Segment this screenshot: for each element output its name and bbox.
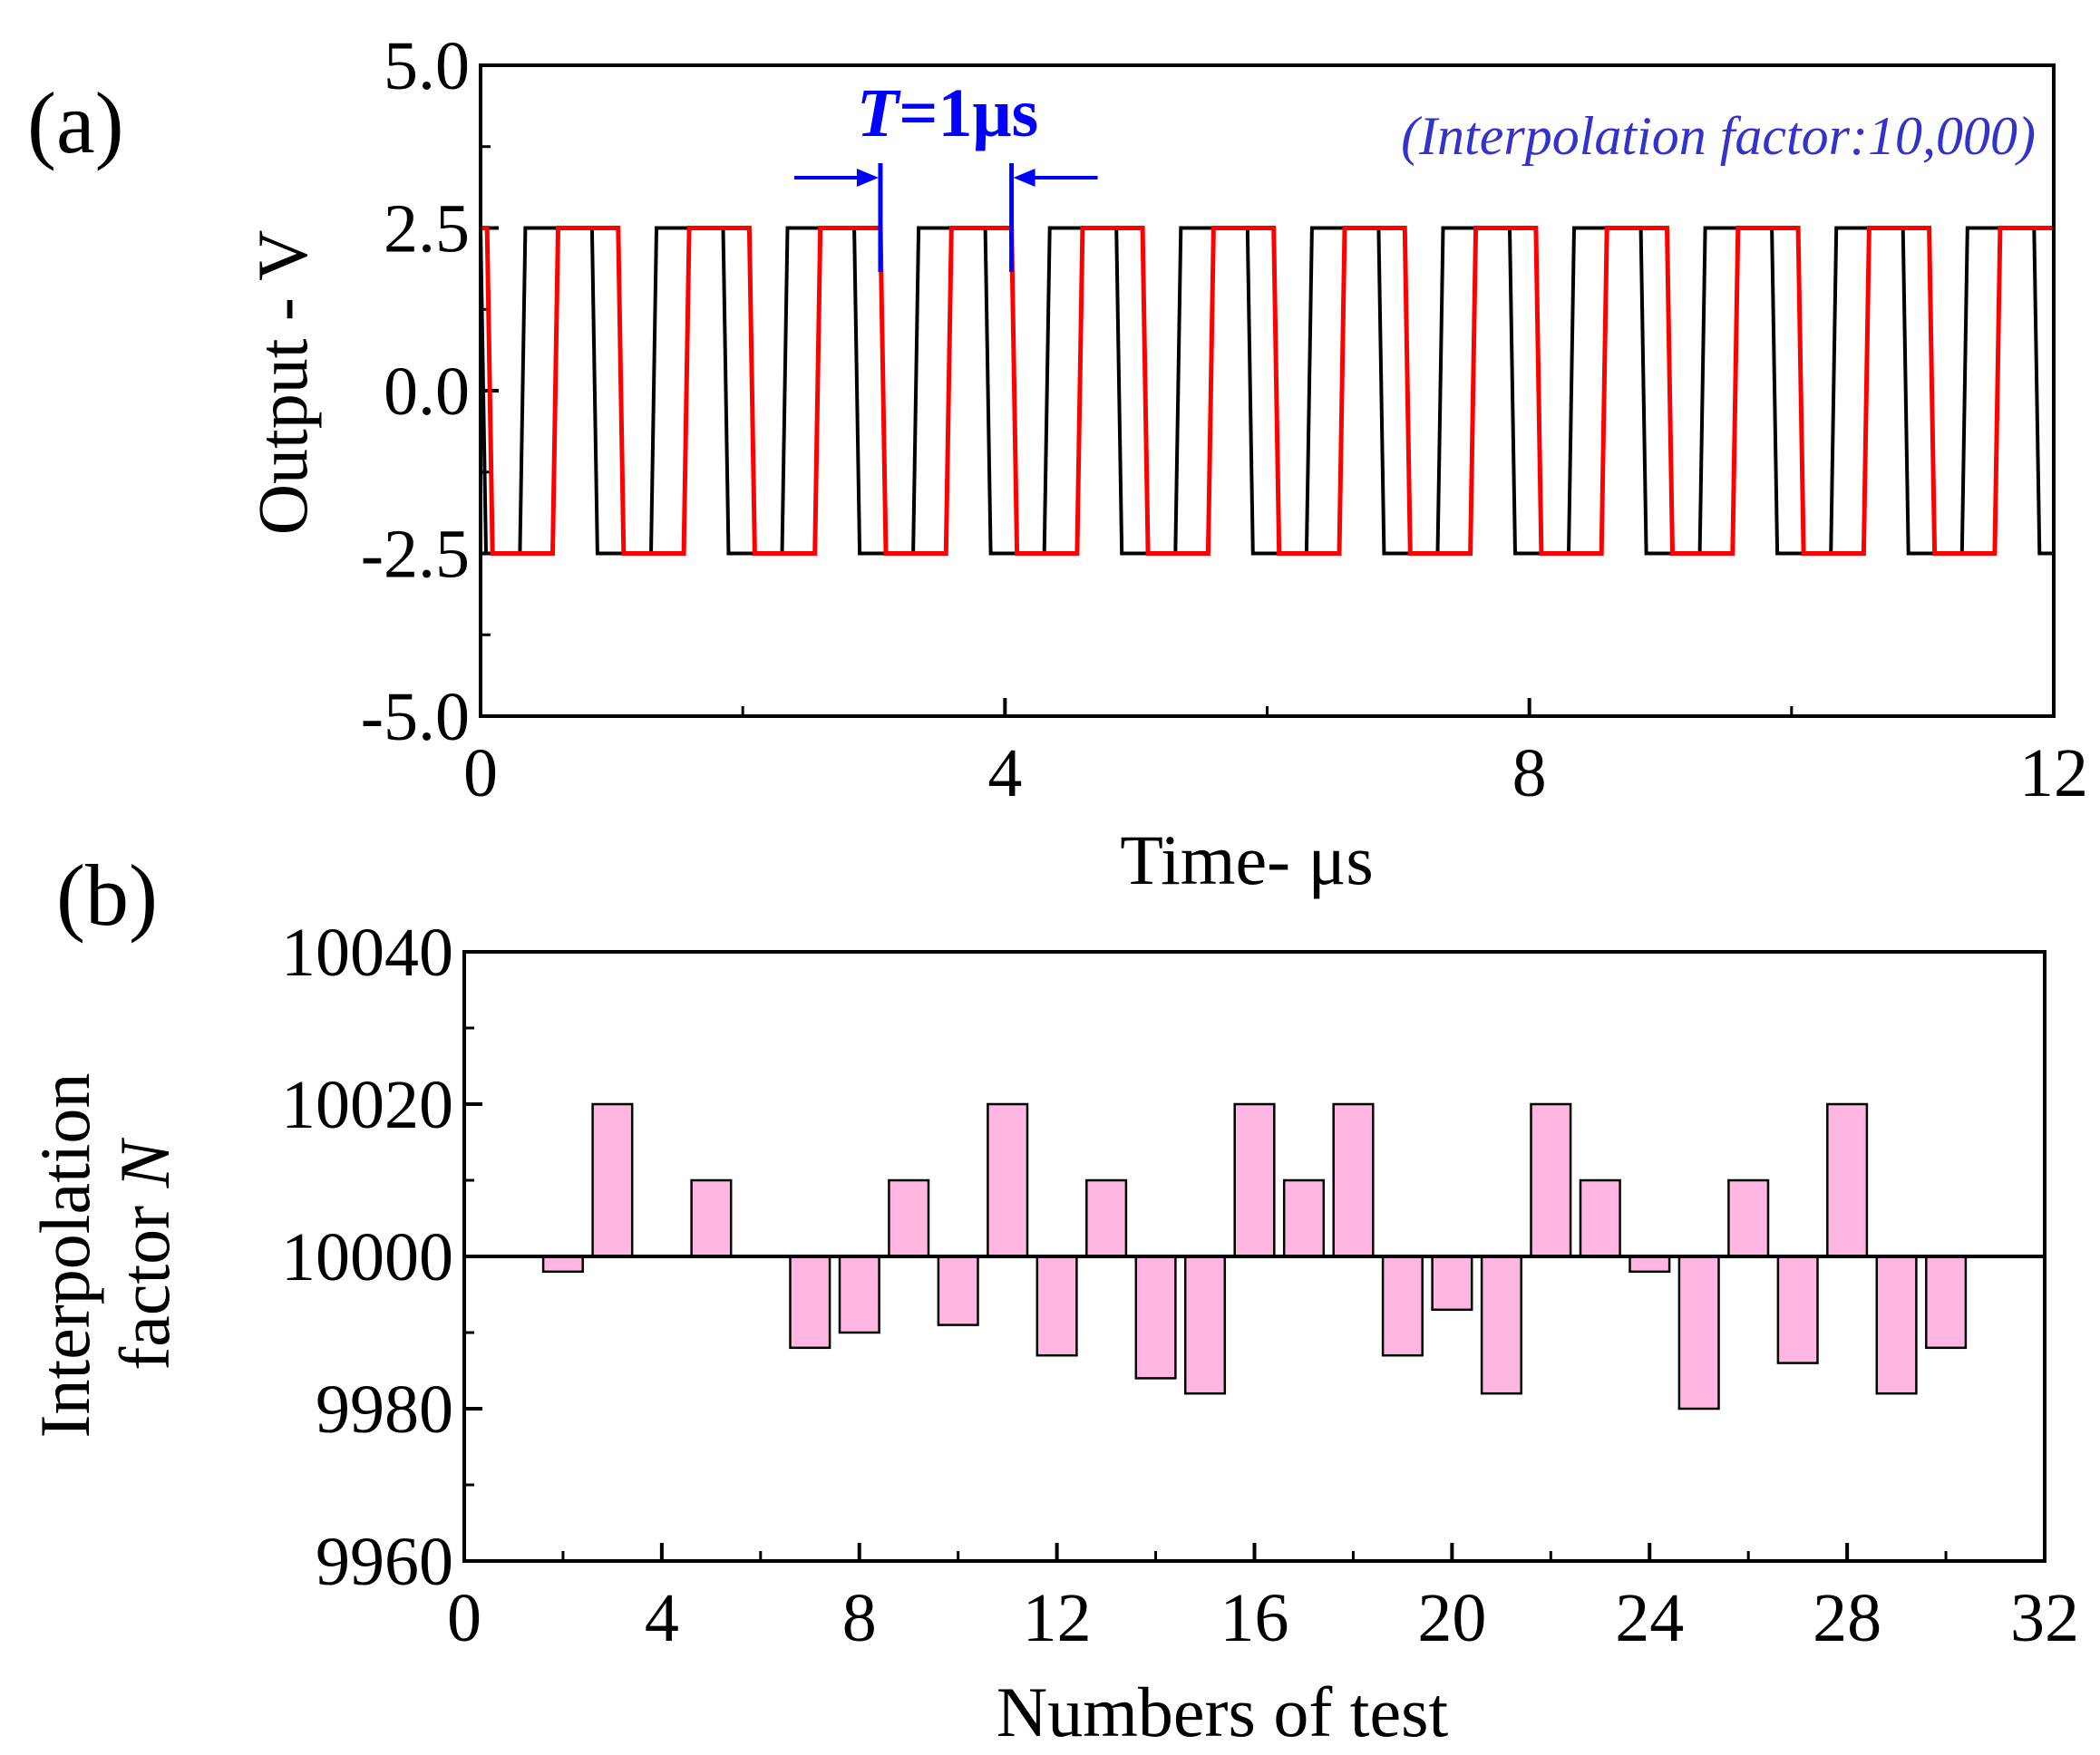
panel-a-x-tick-label: 0 <box>463 735 498 811</box>
period-arrowhead-right <box>1013 169 1035 187</box>
panel-a: (a) 0 4 8 12 -5.0 -2.5 0.0 2.5 5.0 Time- μs Out… <box>27 28 2088 899</box>
bar-test-18 <box>1332 1102 1375 1258</box>
bar-test-20 <box>1431 1255 1473 1312</box>
period-annotation-symbol: T <box>857 75 901 151</box>
bar-test-2 <box>541 1255 584 1274</box>
panel-b-x-tick-label: 28 <box>1813 1580 1881 1656</box>
panel-a-label: (a) <box>27 74 124 171</box>
period-annotation-value: =1μs <box>899 75 1038 151</box>
black-trace-line <box>479 226 2054 556</box>
panel-b-plot-area <box>462 950 2047 1563</box>
bar-test-28 <box>1826 1102 1869 1258</box>
panel-a-y-tick-label: -5.0 <box>361 679 470 755</box>
period-annotation: T=1μs <box>857 75 1038 151</box>
bar-test-23 <box>1579 1178 1621 1258</box>
bar-test-5 <box>690 1178 733 1258</box>
panel-a-y-tick-label: -2.5 <box>361 517 470 593</box>
bar-test-17 <box>1282 1178 1326 1258</box>
panel-b-y-axis-label-factor: factor <box>105 1188 184 1370</box>
panel-a-y-axis-label: Output - V <box>243 230 322 536</box>
period-markers <box>793 163 1098 272</box>
panel-a-frame <box>479 63 2056 718</box>
bar-test-22 <box>1530 1102 1572 1258</box>
panel-b-y-axis-label: Interpolation factor N <box>25 1073 184 1439</box>
bar-test-10 <box>937 1255 979 1326</box>
panel-b-x-axis-label: Numbers of test <box>997 1673 1449 1751</box>
panel-b-y-tick-labels: 9960 9980 10000 10020 10040 <box>281 915 453 1600</box>
panel-b-x-tick-labels: 0 4 8 12 16 20 24 28 32 <box>447 1580 2079 1656</box>
bar-test-25 <box>1677 1255 1720 1411</box>
bar-test-26 <box>1727 1178 1770 1258</box>
bar-test-9 <box>888 1178 930 1258</box>
bar-test-27 <box>1776 1255 1819 1364</box>
panel-a-x-axis-label: Time- μs <box>1120 820 1374 899</box>
panel-b-y-axis-label-line1: Interpolation <box>25 1073 104 1439</box>
bar-test-3 <box>591 1102 634 1258</box>
panel-a-y-tick-labels: -5.0 -2.5 0.0 2.5 5.0 <box>361 28 470 755</box>
bar-test-16 <box>1233 1102 1276 1258</box>
panel-a-y-tick-label: 5.0 <box>384 28 470 104</box>
bar-test-14 <box>1134 1255 1177 1380</box>
panel-b-y-axis-label-symbol: N <box>105 1137 184 1188</box>
panel-b-x-tick-label: 12 <box>1023 1580 1092 1656</box>
interpolation-factor-annotation: (Interpolation factor:10,000) <box>1401 106 2036 166</box>
panel-a-plot-area <box>479 63 2056 718</box>
panel-b-y-tick-label: 10020 <box>281 1067 453 1143</box>
bar-test-15 <box>1183 1255 1227 1395</box>
panel-b: (b) 0 4 8 12 16 20 24 28 32 9960 9980 10000 10020 10… <box>25 847 2079 1751</box>
panel-b-x-tick-label: 16 <box>1220 1580 1289 1656</box>
bar-test-8 <box>838 1255 880 1334</box>
panel-b-y-tick-label: 10040 <box>281 915 453 991</box>
panel-b-y-axis-label-line2: factor N <box>105 1137 184 1370</box>
bar-test-30 <box>1925 1255 1968 1350</box>
bar-test-7 <box>789 1255 831 1350</box>
bar-test-12 <box>1035 1255 1078 1357</box>
panel-b-y-tick-label: 9960 <box>316 1524 453 1600</box>
panel-b-x-tick-label: 4 <box>645 1580 679 1656</box>
panel-b-bars <box>541 1102 1968 1411</box>
period-arrowhead-left <box>856 169 879 187</box>
panel-a-x-tick-label: 12 <box>2019 735 2088 811</box>
bar-test-11 <box>987 1102 1029 1258</box>
panel-b-y-tick-label: 9980 <box>316 1372 453 1448</box>
panel-b-x-tick-label: 24 <box>1615 1580 1684 1656</box>
bar-test-13 <box>1085 1178 1128 1258</box>
bar-test-19 <box>1381 1255 1424 1357</box>
bar-test-21 <box>1480 1255 1522 1395</box>
panel-a-x-tick-labels: 0 4 8 12 <box>463 735 2088 811</box>
panel-b-x-tick-label: 32 <box>2010 1580 2079 1656</box>
panel-a-traces <box>479 226 2054 556</box>
panel-b-y-tick-label: 10000 <box>281 1219 453 1295</box>
bar-test-29 <box>1875 1255 1918 1395</box>
panel-b-x-tick-label: 0 <box>447 1580 481 1656</box>
panel-a-x-tick-label: 8 <box>1512 735 1547 811</box>
panel-b-frame <box>462 950 2047 1563</box>
panel-b-x-tick-label: 20 <box>1417 1580 1486 1656</box>
panel-b-x-tick-label: 8 <box>842 1580 877 1656</box>
panel-a-y-tick-label: 2.5 <box>384 191 470 267</box>
panel-a-y-tick-label: 0.0 <box>384 354 470 430</box>
panel-a-x-tick-label: 4 <box>987 735 1022 811</box>
red-trace-line <box>481 226 2054 556</box>
bar-test-24 <box>1628 1255 1671 1274</box>
panel-b-label: (b) <box>56 847 158 944</box>
